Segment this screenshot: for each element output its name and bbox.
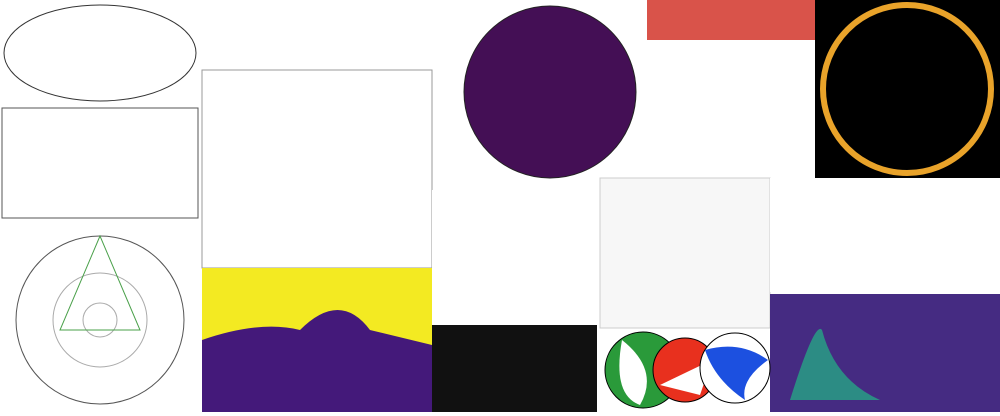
core	[52, 272, 148, 368]
spectrogram-peak	[790, 328, 880, 400]
earth	[15, 235, 185, 405]
beachball-fill	[705, 346, 768, 400]
heat-region	[202, 310, 432, 412]
sphere	[820, 2, 994, 176]
events-panel	[432, 190, 602, 325]
network-panel	[432, 325, 597, 412]
map-globe	[3, 4, 197, 102]
contour-panel	[599, 177, 771, 329]
tf-red	[647, 0, 815, 40]
beachball-white	[660, 360, 712, 395]
polar-disc	[463, 5, 637, 179]
raypath-green	[59, 234, 141, 331]
strip-panel	[1, 107, 199, 219]
sphere-panel	[815, 0, 1000, 178]
section-panel	[201, 69, 433, 269]
beachball-white	[619, 340, 647, 405]
trace-panel	[200, 0, 470, 68]
inner-core	[82, 302, 118, 338]
quake-panel	[770, 178, 1000, 292]
